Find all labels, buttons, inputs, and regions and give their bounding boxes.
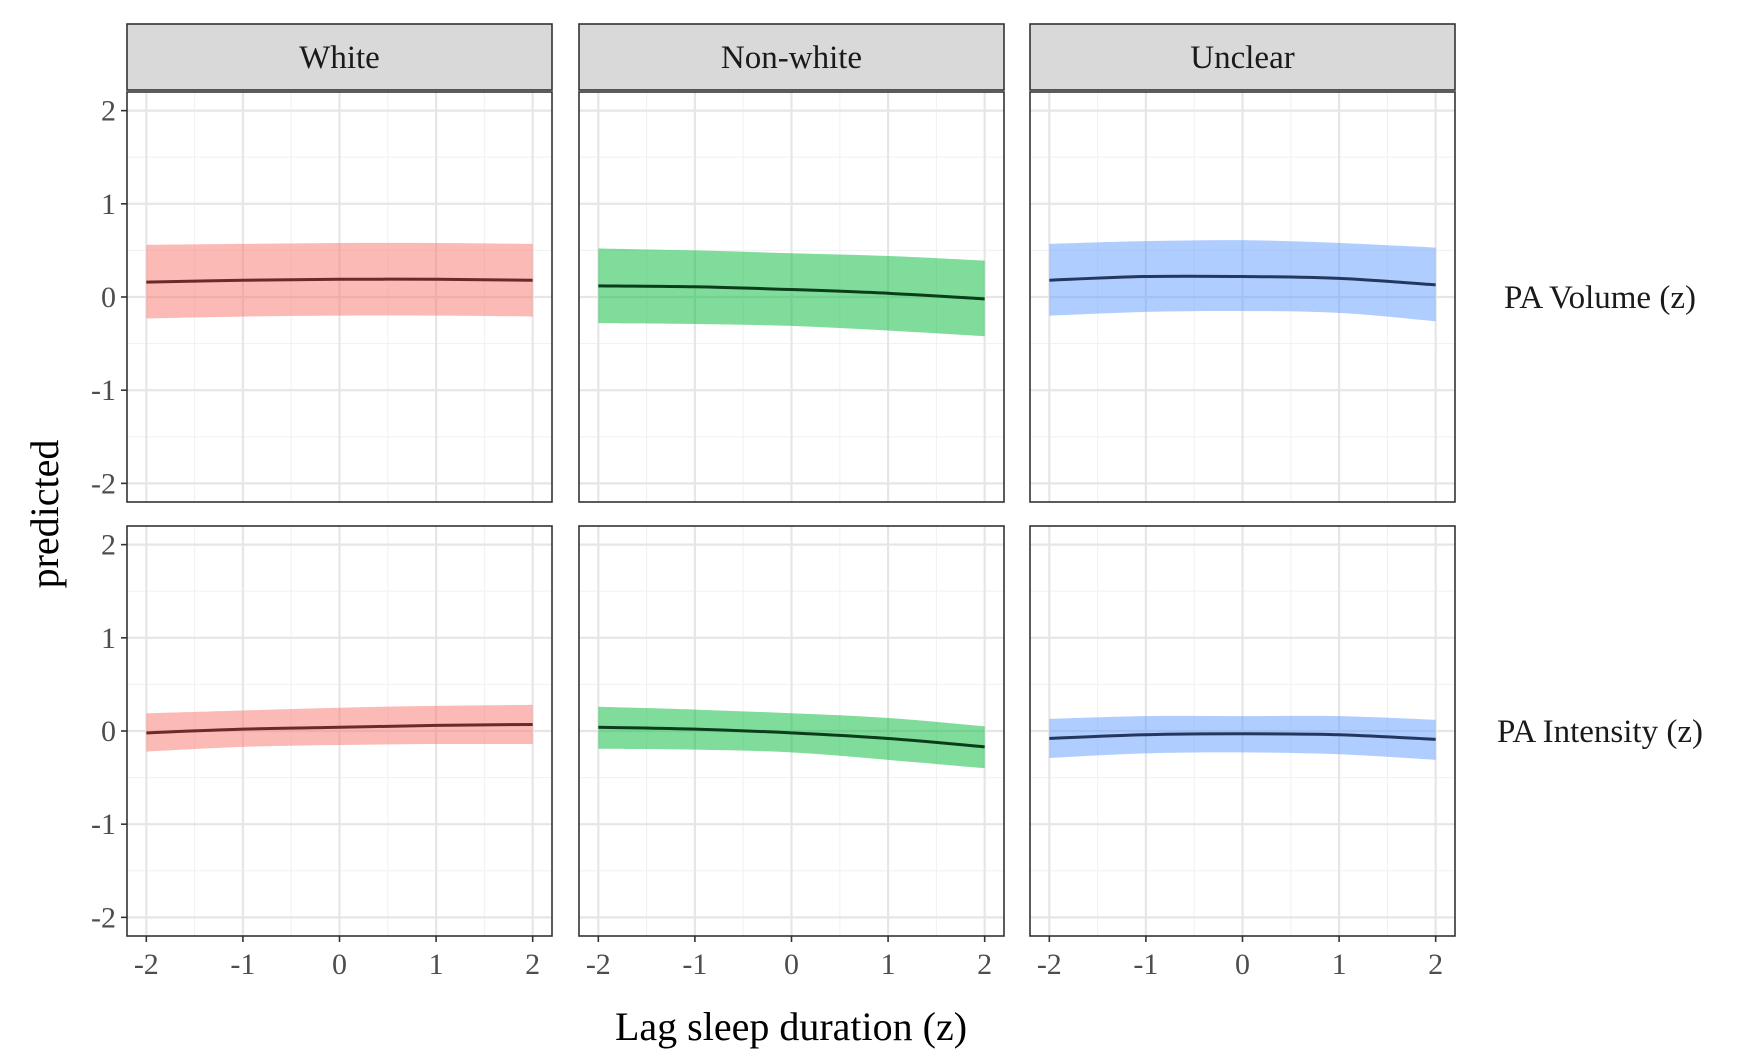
fit-line	[598, 725, 985, 749]
panel-0-0	[126, 91, 553, 503]
fit-line	[1049, 274, 1436, 287]
facet-strip-2: Unclear	[1029, 23, 1456, 91]
facet-strip-1: Non-white	[578, 23, 1005, 91]
fit-line	[146, 277, 533, 284]
facet-strip-label: Unclear	[1190, 40, 1294, 76]
x-tick-label: 0	[1235, 948, 1250, 981]
confidence-ribbon	[1049, 715, 1436, 760]
axes: -2 -1 0 1 2 -2 -1 0 1 2 -2 -1 0 1 2 -2 -1 0 1 2 -2 -1 0 1 2	[91, 95, 1443, 981]
y-tick-label: 1	[101, 622, 116, 655]
panel-1-2	[1029, 525, 1456, 937]
confidence-ribbon	[598, 248, 985, 337]
confidence-ribbon	[598, 706, 985, 769]
facet-strip-label: Non-white	[721, 40, 862, 76]
facet-strip-bg	[578, 23, 1005, 91]
x-tick-label: 2	[1428, 948, 1443, 981]
x-tick-label: 1	[881, 948, 896, 981]
y-tick-label: -1	[91, 808, 116, 841]
y-tick-label: -2	[91, 901, 116, 934]
y-tick-label: 1	[101, 188, 116, 221]
x-tick-label: -2	[586, 948, 611, 981]
facet-row-label: PA Volume (z)	[1504, 280, 1696, 316]
y-tick-label: -1	[91, 374, 116, 407]
x-tick-label: -2	[1037, 948, 1062, 981]
y-tick-label: 0	[101, 715, 116, 748]
y-tick-label: 2	[101, 95, 116, 128]
y-axis-title: predicted	[22, 440, 67, 589]
x-tick-label: -2	[134, 948, 159, 981]
panel-0-2	[1029, 91, 1456, 503]
x-tick-label: 2	[525, 948, 540, 981]
x-tick-label: 0	[332, 948, 347, 981]
x-tick-label: -1	[230, 948, 255, 981]
panel-border	[578, 91, 1005, 503]
x-axis-title: Lag sleep duration (z)	[615, 1004, 967, 1049]
panel-0-1	[578, 91, 1005, 503]
x-tick-label: 1	[429, 948, 444, 981]
facet-strip-label: White	[299, 40, 380, 76]
y-tick-label: -2	[91, 467, 116, 500]
panel-border	[1029, 91, 1456, 503]
x-tick-label: -1	[1133, 948, 1158, 981]
y-tick-label: 2	[101, 529, 116, 562]
x-tick-label: -1	[682, 948, 707, 981]
panel-grid: White Non-white Unclear PA Volume (z) PA Int…	[126, 23, 1703, 937]
facet-row-label: PA Intensity (z)	[1497, 714, 1703, 750]
panel-1-1	[578, 525, 1005, 937]
facet-strip-bg	[1029, 23, 1456, 91]
panel-1-0	[126, 525, 553, 937]
y-tick-label: 0	[101, 281, 116, 314]
x-tick-label: 1	[1332, 948, 1347, 981]
fit-line	[146, 722, 533, 735]
fit-line	[1049, 732, 1436, 741]
facet-strip-bg	[126, 23, 553, 91]
confidence-ribbon	[1049, 240, 1436, 322]
facet-strip-0: White	[126, 23, 553, 91]
fit-line	[598, 284, 985, 301]
x-tick-label: 0	[784, 948, 799, 981]
x-tick-label: 2	[977, 948, 992, 981]
